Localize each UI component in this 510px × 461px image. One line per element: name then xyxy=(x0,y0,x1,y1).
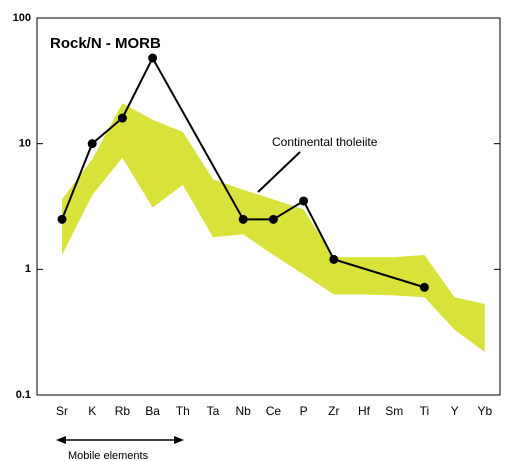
chart-title: Rock/N - MORB xyxy=(50,35,161,52)
data-point xyxy=(238,214,248,224)
line-segment xyxy=(151,57,245,220)
band-area xyxy=(62,103,485,352)
x-tick-label: K xyxy=(88,404,96,418)
x-tick-label: Yb xyxy=(477,404,492,418)
data-point xyxy=(148,53,158,63)
x-tick-label: Y xyxy=(451,404,459,418)
y-tick-label: 10 xyxy=(19,138,31,150)
line-segment xyxy=(333,258,425,289)
x-tick-label: Zr xyxy=(328,404,339,418)
x-tick-label: Hf xyxy=(358,404,371,418)
line-segment xyxy=(272,200,305,221)
arrow-head xyxy=(174,436,184,444)
x-tick-label: Rb xyxy=(115,404,131,418)
data-point xyxy=(268,214,278,224)
y-tick-label: 0.1 xyxy=(16,389,31,401)
range-label: Mobile elements xyxy=(68,450,149,461)
data-point xyxy=(299,196,309,206)
arrow-head xyxy=(56,436,66,444)
data-point xyxy=(117,113,127,123)
annotation-pointer xyxy=(257,151,301,193)
line-segment xyxy=(61,143,94,220)
x-tick-label: Sr xyxy=(56,404,68,418)
data-point xyxy=(87,139,97,149)
data-point xyxy=(419,282,429,292)
x-tick-label: Ti xyxy=(420,404,430,418)
x-tick-label: Th xyxy=(176,404,190,418)
line-segment xyxy=(91,117,124,145)
x-tick-label: Ce xyxy=(266,404,282,418)
data-point xyxy=(329,254,339,264)
y-tick-label: 1 xyxy=(25,263,31,275)
x-tick-label: Ba xyxy=(145,404,160,418)
data-point xyxy=(57,214,67,224)
y-tick-label: 100 xyxy=(13,12,31,24)
line-segment xyxy=(121,57,154,119)
x-tick-label: P xyxy=(300,404,308,418)
x-tick-label: Ta xyxy=(207,404,220,418)
line-segment xyxy=(302,200,335,260)
plot-frame xyxy=(36,17,501,396)
x-tick-label: Nb xyxy=(236,404,252,418)
x-tick-label: Sm xyxy=(385,404,403,418)
band-label: Continental tholeiite xyxy=(272,135,378,149)
